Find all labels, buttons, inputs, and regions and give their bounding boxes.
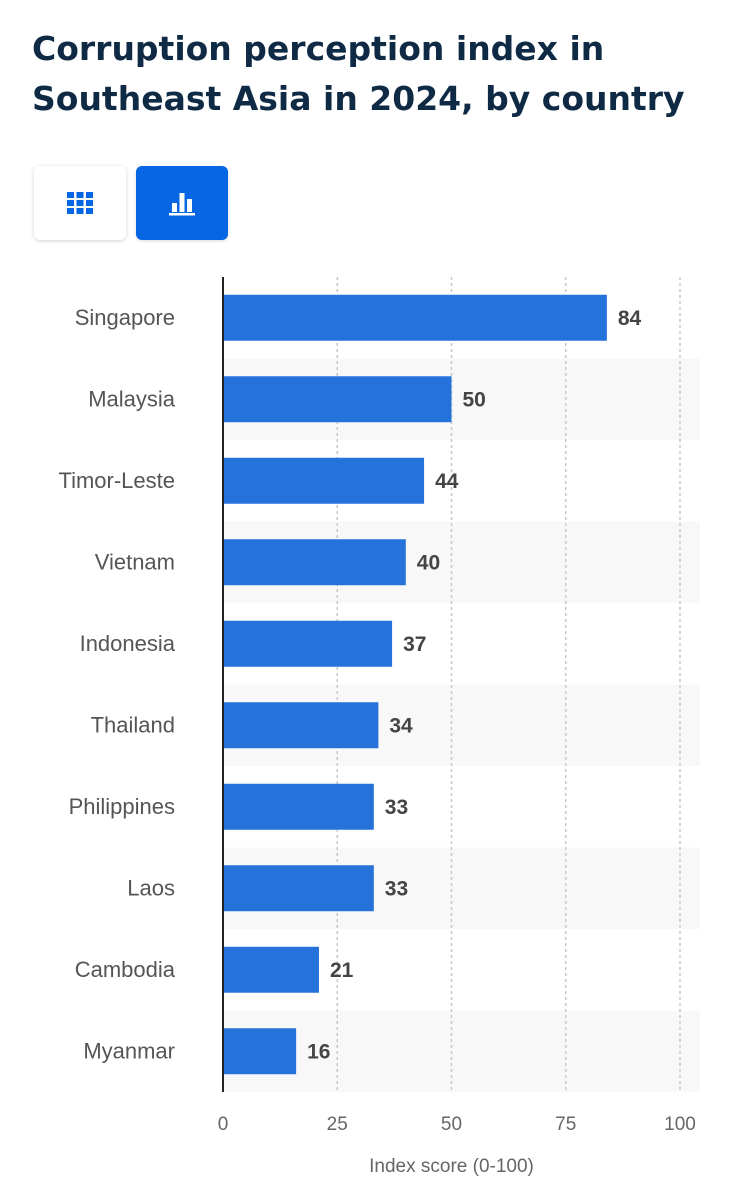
value-label: 50 <box>463 388 486 411</box>
bar-chart-icon <box>169 190 195 216</box>
value-label: 84 <box>618 307 642 330</box>
value-label: 34 <box>389 714 413 737</box>
bar <box>223 946 319 993</box>
value-label: 16 <box>307 1040 330 1063</box>
category-label: Singapore <box>75 305 175 330</box>
table-view-button[interactable] <box>34 166 126 240</box>
category-label: Laos <box>127 875 175 900</box>
category-label: Vietnam <box>95 549 175 574</box>
category-label: Thailand <box>91 712 175 737</box>
bar <box>223 865 374 912</box>
x-tick-label: 100 <box>664 1114 696 1135</box>
category-label: Cambodia <box>75 957 176 982</box>
x-tick-label: 50 <box>441 1114 462 1135</box>
bar <box>223 294 607 341</box>
bar <box>223 457 425 504</box>
grid-table-icon <box>67 192 93 214</box>
x-axis-title: Index score (0-100) <box>369 1156 534 1177</box>
value-label: 21 <box>330 959 354 982</box>
bar <box>223 702 379 749</box>
value-label: 37 <box>403 633 426 656</box>
bar <box>223 1028 297 1075</box>
row-band <box>223 1010 700 1092</box>
category-label: Myanmar <box>83 1038 175 1063</box>
category-label: Philippines <box>69 794 175 819</box>
value-label: 40 <box>417 551 440 574</box>
category-label: Timor-Leste <box>58 468 175 493</box>
bar <box>223 620 393 667</box>
x-tick-label: 0 <box>218 1114 229 1135</box>
bar-chart: Singapore 84 Malaysia 50 Timor-Leste 44 Vietna… <box>58 277 700 1177</box>
value-label: 44 <box>435 470 459 493</box>
category-label: Indonesia <box>80 631 176 656</box>
value-label: 33 <box>385 877 408 900</box>
x-tick-label: 25 <box>327 1114 348 1135</box>
bar <box>223 376 452 423</box>
category-label: Malaysia <box>88 386 176 411</box>
bar <box>223 539 406 586</box>
chart-title: Corruption perception index in Southeast… <box>32 29 685 118</box>
value-label: 33 <box>385 796 408 819</box>
bar <box>223 783 374 830</box>
x-tick-label: 75 <box>555 1114 576 1135</box>
chart-view-button[interactable] <box>136 166 228 240</box>
